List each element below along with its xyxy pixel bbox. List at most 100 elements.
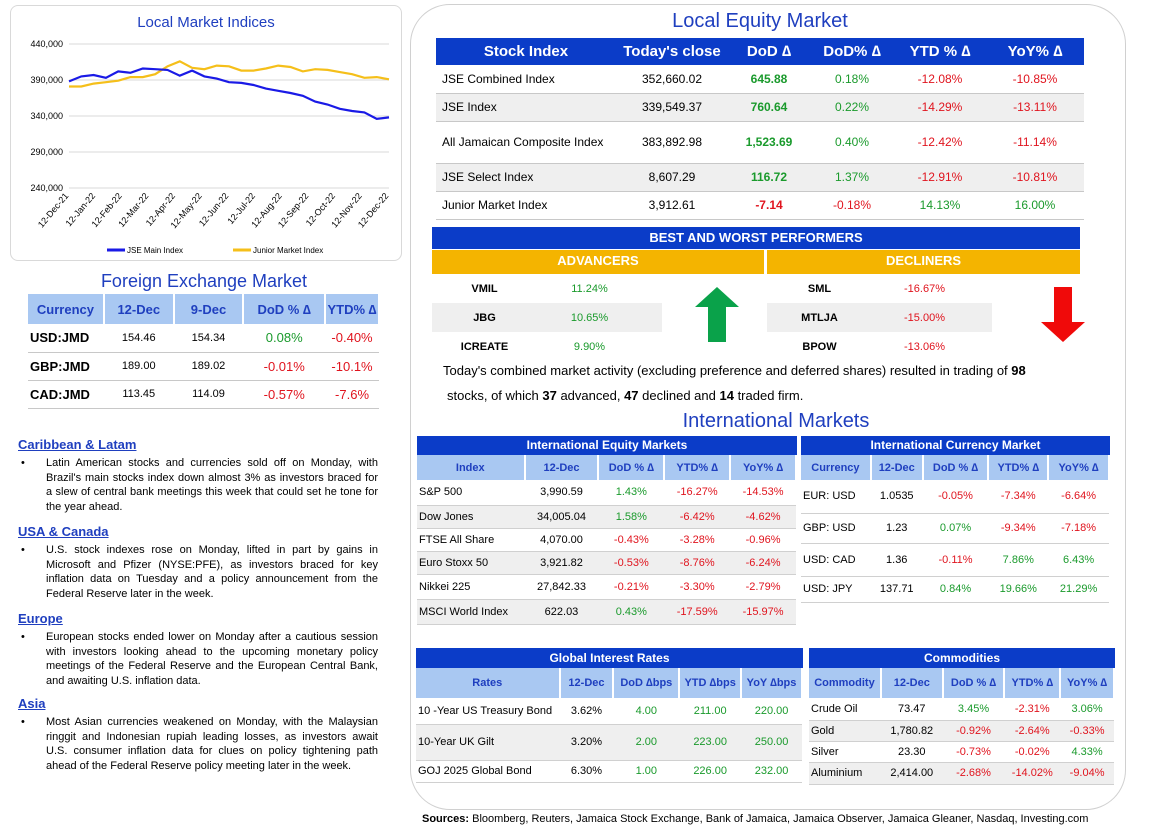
summary-firm: 14 bbox=[719, 388, 734, 403]
intl-currency-table: Currency 12-Dec DoD % ∆ YTD% ∆ YoY% ∆ EUR: US… bbox=[801, 455, 1110, 603]
dod-pct: 0.18% bbox=[810, 65, 894, 94]
col-header: 12-Dec bbox=[870, 455, 924, 480]
market-summary: Today's combined market activity (exclud… bbox=[443, 358, 1083, 408]
table-row: JSE Combined Index 352,660.02 645.88 0.18% -… bbox=[436, 65, 1084, 94]
row-name: USD: CAD bbox=[801, 543, 871, 577]
ytd-value: -0.02% bbox=[1004, 741, 1061, 763]
yoy-value: -7.18% bbox=[1048, 513, 1109, 544]
row-name: Silver bbox=[809, 741, 881, 763]
intl-markets-title: International Markets bbox=[682, 410, 870, 432]
row-name: GBP: USD bbox=[801, 513, 871, 544]
advancers-list: VMIL 11.24% JBG 10.65% ICREATE 9.90% bbox=[432, 274, 662, 361]
value: 137.71 bbox=[870, 576, 923, 603]
decliners-list: SML -16.67% MTLJA -15.00% BPOW -13.06% bbox=[767, 274, 992, 361]
col-header: YTD% ∆ bbox=[664, 455, 732, 480]
yoy-pct: -11.14% bbox=[986, 121, 1084, 164]
summary-text: traded firm. bbox=[733, 388, 804, 403]
table-row: Silver 23.30 -0.73% -0.02% 4.33% bbox=[809, 741, 1114, 763]
table-row: JSE Select Index 8,607.29 116.72 1.37% -12.9… bbox=[436, 163, 1084, 192]
up-arrow-icon bbox=[695, 287, 739, 342]
dod-pct: -0.01% bbox=[243, 352, 326, 381]
performer-row: ICREATE 9.90% bbox=[432, 332, 662, 361]
col-header: Stock Index bbox=[436, 38, 616, 65]
intl-currency-title: International Currency Market bbox=[801, 436, 1110, 455]
table-row: FTSE All Share 4,070.00 -0.43% -3.28% -0.96% bbox=[417, 528, 796, 552]
table-row: Nikkei 225 27,842.33 -0.21% -3.30% -2.79% bbox=[417, 574, 796, 600]
fx-title: Foreign Exchange Market bbox=[100, 271, 308, 291]
col-header: Currency bbox=[801, 455, 872, 480]
ytd-pct: 14.13% bbox=[894, 191, 986, 220]
performer-change: 11.24% bbox=[571, 282, 608, 295]
local-equity-title: Local Equity Market bbox=[672, 10, 848, 32]
dod-value: 0.07% bbox=[922, 513, 989, 544]
value: 3.62% bbox=[559, 698, 614, 725]
yoy-value: -0.33% bbox=[1060, 720, 1114, 742]
value: 34,005.04 bbox=[524, 505, 599, 529]
rate-prev: 154.34 bbox=[173, 324, 244, 353]
ytd-value: 7.86% bbox=[988, 543, 1049, 577]
ytd-pct: -10.1% bbox=[325, 352, 379, 381]
local-equity-table: Stock Index Today's close DoD ∆ DoD% ∆ YTD %… bbox=[436, 38, 1084, 220]
index-name: Junior Market Index bbox=[436, 191, 616, 220]
local-indices-chart-panel: Local Market Indices 440,000 390,000 340,0… bbox=[10, 5, 402, 261]
ytd-value: -9.34% bbox=[988, 513, 1049, 544]
col-header: DoD % ∆ bbox=[243, 294, 327, 324]
index-name: JSE Index bbox=[436, 93, 616, 122]
rate-prev: 189.02 bbox=[173, 352, 244, 381]
news-region-heading[interactable]: Caribbean & Latam bbox=[18, 437, 137, 452]
news-body: Most Asian currencies weakened on Monday… bbox=[46, 716, 378, 772]
table-row: Crude Oil 73.47 3.45% -2.31% 3.06% bbox=[809, 698, 1114, 721]
news-text: • European stocks ended lower on Monday a… bbox=[18, 630, 378, 688]
summary-total-stocks: 98 bbox=[1011, 363, 1026, 378]
value: 3,921.82 bbox=[524, 551, 599, 575]
yoy-value: 220.00 bbox=[741, 698, 802, 725]
ytd-value: -16.27% bbox=[664, 480, 731, 506]
col-header: DoD ∆ bbox=[728, 38, 810, 65]
row-name: Dow Jones bbox=[417, 505, 525, 529]
ytd-value: -14.02% bbox=[1004, 762, 1061, 785]
value: 73.47 bbox=[880, 698, 943, 721]
performer-row: VMIL 11.24% bbox=[432, 274, 662, 303]
bullet-icon: • bbox=[21, 631, 25, 643]
row-name: Nikkei 225 bbox=[417, 574, 525, 600]
col-header: YTD % ∆ bbox=[894, 38, 986, 65]
news-region-heading[interactable]: Asia bbox=[18, 696, 46, 711]
col-header: YoY% ∆ bbox=[986, 38, 1084, 65]
col-header: Index bbox=[417, 455, 526, 480]
value: 622.03 bbox=[524, 599, 599, 625]
rate-today: 113.45 bbox=[103, 380, 174, 409]
table-row: 10 -Year US Treasury Bond 3.62% 4.00 211.00… bbox=[416, 698, 802, 725]
yoy-value: -14.53% bbox=[730, 480, 796, 506]
close-value: 352,660.02 bbox=[616, 65, 728, 94]
dod-value: 116.72 bbox=[728, 163, 810, 192]
performer-change: -13.06% bbox=[904, 340, 945, 353]
value: 3,990.59 bbox=[524, 480, 599, 506]
y-tick-label: 290,000 bbox=[30, 147, 63, 157]
dod-value: -0.92% bbox=[942, 720, 1005, 742]
value: 2,414.00 bbox=[880, 762, 943, 785]
ticker: JBG bbox=[473, 311, 496, 324]
series-line-jse-main bbox=[68, 67, 390, 121]
news-region-heading[interactable]: Europe bbox=[18, 611, 63, 626]
yoy-value: 21.29% bbox=[1048, 576, 1109, 603]
news-block: Caribbean & Latam • Latin American stocks … bbox=[18, 437, 378, 514]
table-row: 10-Year UK Gilt 3.20% 2.00 223.00 250.00 bbox=[416, 724, 802, 761]
yoy-value: -2.79% bbox=[730, 574, 796, 600]
news-region-heading[interactable]: USA & Canada bbox=[18, 524, 109, 539]
table-row: Junior Market Index 3,912.61 -7.14 -0.18% 14… bbox=[436, 191, 1084, 220]
performer-change: 10.65% bbox=[570, 311, 609, 324]
right-panel-frame bbox=[410, 4, 1126, 810]
col-header: YoY% ∆ bbox=[1048, 455, 1110, 480]
row-name: FTSE All Share bbox=[417, 528, 525, 552]
bullet-icon: • bbox=[21, 716, 25, 728]
row-name: 10-Year UK Gilt bbox=[416, 724, 560, 761]
rates-title: Global Interest Rates bbox=[416, 648, 803, 668]
ytd-pct: -12.42% bbox=[894, 121, 986, 164]
performer-row: BPOW -13.06% bbox=[767, 332, 992, 361]
col-header: YoY% ∆ bbox=[1060, 668, 1115, 698]
dod-value: -0.21% bbox=[598, 574, 665, 600]
yoy-pct: -10.85% bbox=[986, 65, 1084, 94]
news-body: European stocks ended lower on Monday af… bbox=[46, 631, 378, 687]
currency-pair: GBP:JMD bbox=[28, 352, 104, 381]
advancers-header: ADVANCERS bbox=[432, 250, 764, 274]
